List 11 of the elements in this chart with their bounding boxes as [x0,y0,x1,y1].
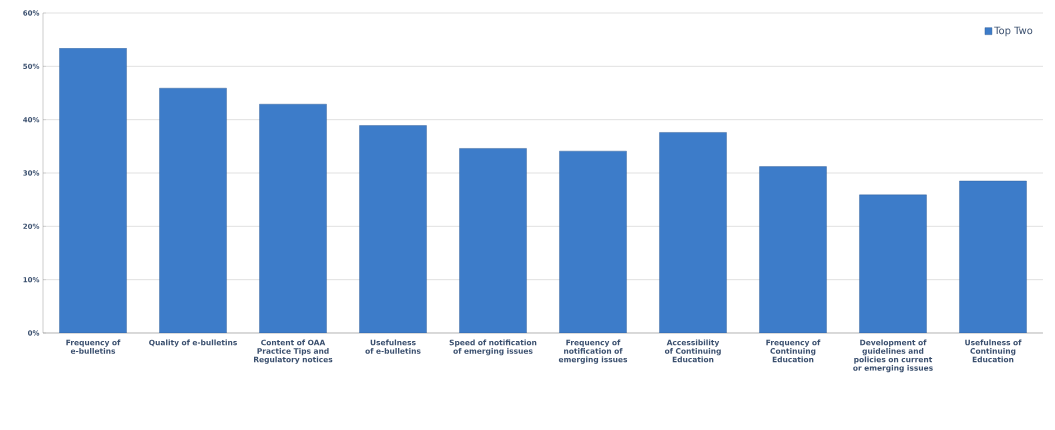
bar [559,150,627,333]
bar [959,180,1027,333]
bar [359,125,427,333]
bar [459,148,527,333]
bar [659,132,727,333]
bar [759,166,827,333]
bar [59,48,127,333]
bar [259,104,327,333]
legend-label: Top Two [994,26,1033,37]
bar [859,194,927,333]
bar [159,88,227,333]
